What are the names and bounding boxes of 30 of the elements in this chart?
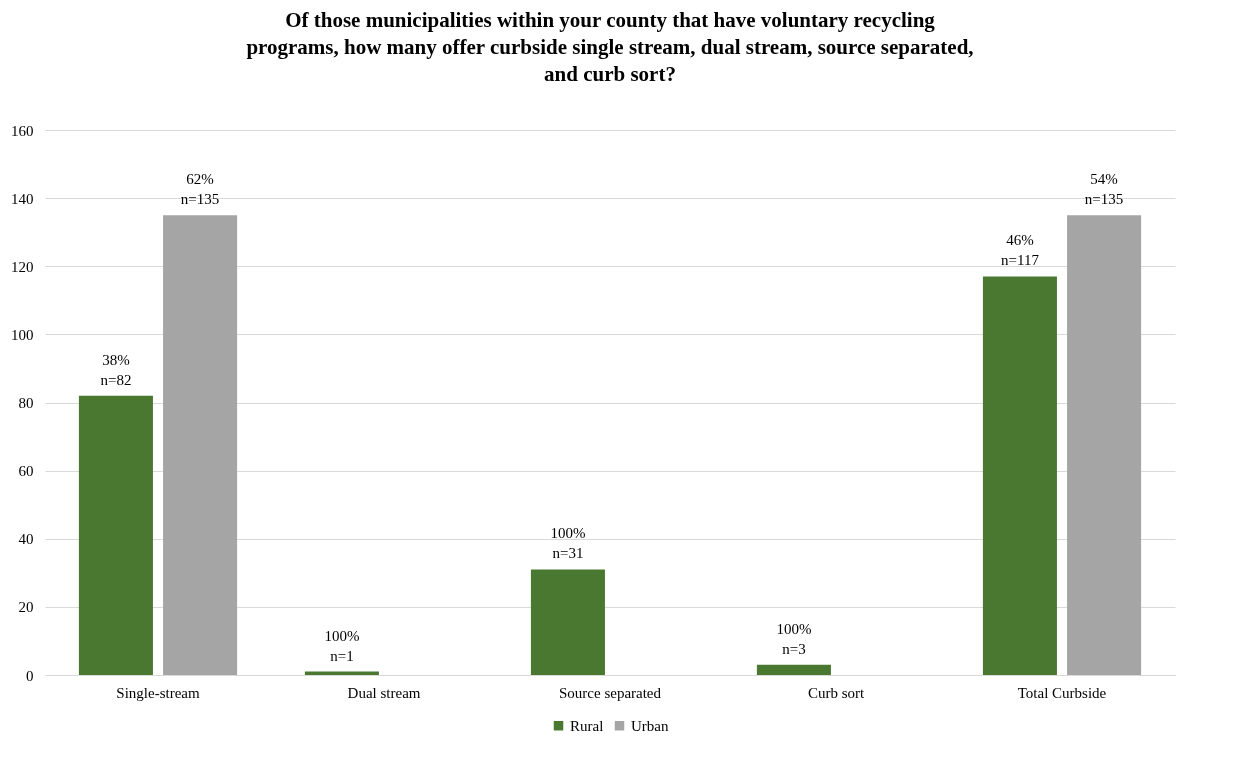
- legend-label: Urban: [631, 717, 669, 734]
- x-tick-label: Single-stream: [116, 684, 200, 701]
- x-tick-label: Dual stream: [347, 684, 421, 701]
- bar: [756, 664, 831, 675]
- y-tick-label: 20: [18, 599, 34, 616]
- y-tick-label: 160: [11, 122, 34, 139]
- y-tick-label: 40: [18, 531, 34, 548]
- bar: [982, 276, 1057, 675]
- bar: [1067, 215, 1142, 675]
- data-label: 100% n=31: [550, 525, 586, 562]
- bar: [78, 395, 153, 675]
- y-tick-label: 140: [11, 190, 34, 207]
- data-label: 100% n=3: [776, 620, 812, 657]
- y-tick-label: 120: [11, 258, 34, 275]
- x-tick-label: Curb sort: [807, 684, 865, 701]
- x-tick-label: Total Curbside: [1017, 684, 1107, 701]
- y-tick-label: 80: [18, 395, 34, 411]
- data-label: 38% n=82: [100, 351, 132, 388]
- data-label: 62% n=135: [180, 171, 220, 208]
- bar: [530, 569, 605, 675]
- data-label: 46% n=117: [1000, 232, 1040, 269]
- y-tick-label: 0: [26, 667, 34, 684]
- data-label: 54% n=135: [1084, 171, 1124, 208]
- x-tick-label: Source separated: [558, 684, 662, 701]
- y-tick-label: 100: [11, 326, 34, 343]
- chart-title: Of those municipalities within your county that have voluntary recycling programs, how many offer curbside single stream, dual stream, source separated, and curb sort?: [246, 8, 974, 86]
- legend-label: Rural: [570, 717, 604, 734]
- data-label: 100% n=1: [324, 627, 360, 664]
- y-tick-label: 60: [18, 463, 34, 480]
- bar: [163, 215, 238, 675]
